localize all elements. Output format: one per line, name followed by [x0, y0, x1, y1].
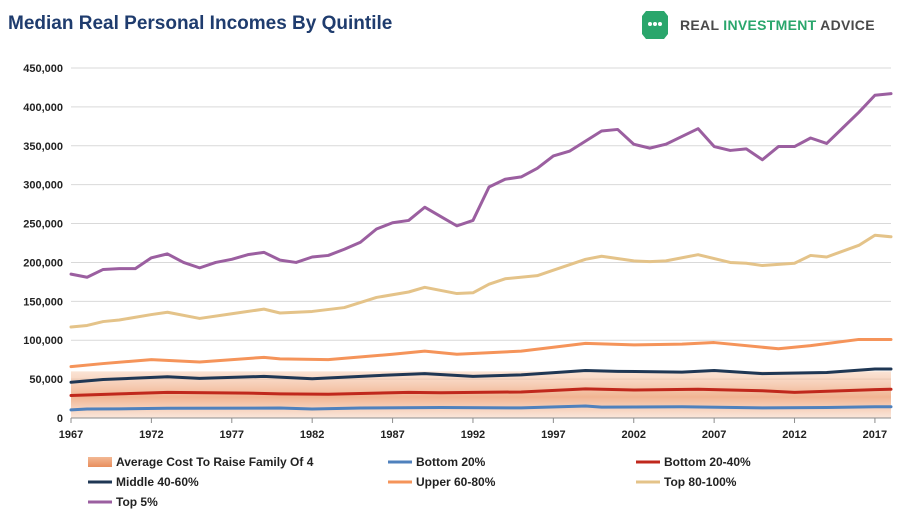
brand-logo: REAL INVESTMENT ADVICE: [642, 11, 875, 39]
legend-label: Average Cost To Raise Family Of 4: [116, 455, 314, 469]
x-tick-label: 2002: [622, 429, 646, 441]
legend-label: Top 5%: [116, 495, 158, 509]
y-tick-label: 400,000: [23, 102, 63, 114]
x-tick-label: 1987: [380, 429, 404, 441]
x-tick-label: 1972: [139, 429, 163, 441]
legend: Average Cost To Raise Family Of 4 Bottom …: [88, 455, 751, 509]
legend-item-bottom-20-40pct: Bottom 20-40%: [636, 455, 751, 469]
y-tick-label: 150,000: [23, 296, 63, 308]
y-tick-label: 300,000: [23, 180, 63, 192]
piggy-bank-icon: [642, 11, 668, 39]
y-tick-label: 350,000: [23, 141, 63, 153]
y-tick-label: 200,000: [23, 257, 63, 269]
x-tick-label: 1967: [59, 429, 83, 441]
legend-item-bottom-20pct: Bottom 20%: [388, 455, 486, 469]
series-layer: [69, 92, 893, 412]
legend-item-upper-60-80pct: Upper 60-80%: [388, 475, 496, 489]
legend-label: Bottom 20-40%: [664, 455, 751, 469]
legend-swatch: [88, 457, 112, 467]
chart-title: Median Real Personal Incomes By Quintile: [8, 13, 392, 34]
x-tick-label: 1982: [300, 429, 324, 441]
y-tick-label: 0: [57, 413, 63, 425]
x-tick-label: 2017: [863, 429, 887, 441]
brand-name: REAL INVESTMENT ADVICE: [680, 17, 875, 33]
series-line-top-80-100pct: [69, 233, 893, 329]
x-tick-label: 1977: [220, 429, 244, 441]
legend-item-top-80-100pct: Top 80-100%: [636, 475, 737, 489]
legend-item-average-cost-to-raise-family-of-4: Average Cost To Raise Family Of 4: [88, 455, 314, 469]
legend-item-middle-40-60pct: Middle 40-60%: [88, 475, 199, 489]
axes: 0 50,000 100,000 150,000 200,000 250,000 300,0…: [23, 63, 891, 441]
brand-name-part3: ADVICE: [816, 17, 874, 33]
gridlines: [71, 67, 891, 380]
legend-label: Upper 60-80%: [416, 475, 496, 489]
y-tick-label: 50,000: [29, 374, 63, 386]
y-tick-label: 450,000: [23, 63, 63, 75]
x-tick-label: 1992: [461, 429, 485, 441]
y-tick-label: 100,000: [23, 335, 63, 347]
legend-label: Middle 40-60%: [116, 475, 199, 489]
series-line-bottom-20-40pct: [69, 387, 893, 397]
series-line-middle-40-60pct: [69, 367, 893, 384]
x-tick-label: 2007: [702, 429, 726, 441]
brand-name-part1: REAL: [680, 17, 723, 33]
legend-label: Bottom 20%: [416, 455, 486, 469]
series-line-top-5pct: [69, 92, 893, 279]
series-line-upper-60-80pct: [69, 337, 893, 369]
x-tick-label: 1997: [541, 429, 565, 441]
series-line-bottom-20pct: [69, 404, 893, 412]
brand-name-part2: INVESTMENT: [723, 17, 816, 33]
x-tick-label: 2012: [782, 429, 806, 441]
y-tick-label: 250,000: [23, 219, 63, 231]
legend-item-top-5pct: Top 5%: [88, 495, 158, 509]
legend-label: Top 80-100%: [664, 475, 737, 489]
